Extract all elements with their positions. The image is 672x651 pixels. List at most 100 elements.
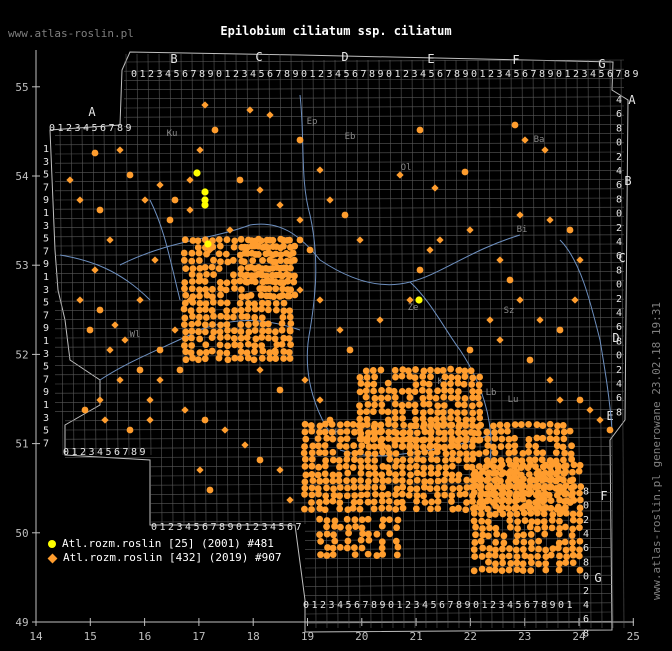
occurrence-dot [358,442,366,450]
occurrence-dot [286,307,293,315]
occurrence-dot [393,551,401,559]
occurrence-dot [486,511,494,519]
grid-digit-top: 1 [394,69,400,80]
occurrence-dot [560,435,568,443]
region-code: Wl [130,330,141,340]
occurrence-dot [477,482,485,490]
occurrence-dot [196,306,203,314]
occurrence-dot [491,449,499,457]
occurrence-dot [329,471,337,479]
occurrence-dot [182,265,190,273]
occurrence-dot [405,367,412,375]
grid-digit-top: 6 [182,69,188,80]
grid-digit-top: 4 [505,69,511,80]
grid-digit-right: 6 [583,614,589,625]
occurrence-dot [513,490,521,498]
occurrence-dot [503,421,511,429]
occurrence-dot [521,517,529,524]
occurrence-dot [520,538,528,546]
occurrence-dot [554,467,562,475]
occurrence-dot [363,415,371,423]
occurrence-dot [569,559,577,567]
grid-parallel [304,574,613,578]
occurrence-dot [463,463,471,471]
occurrence-dot [521,552,529,560]
occurrence-dot [258,354,266,362]
site-url[interactable]: www.atlas-roslin.pl [8,27,134,40]
occurrence-dot [427,478,434,485]
grid-digit-bottom-b: 8 [219,522,225,533]
occurrence-diamond [136,296,144,304]
grid-meridian [169,53,174,525]
occurrence-dot [469,437,477,445]
occurrence-dot [506,474,514,482]
occurrence-dot [336,492,344,500]
occurrence-dot [314,471,322,479]
grid-digit-bottom: 0 [388,600,394,611]
occurrence-dot [512,546,520,554]
grid-digit-top: 3 [496,69,502,80]
occurrence-dot [216,334,224,341]
grid-digit-bottom: 1 [566,600,572,611]
grid-digit-right: 0 [583,572,589,583]
occurrence-dot [384,444,392,452]
grid-parallel [54,271,625,274]
grid-meridian [576,59,581,629]
occurrence-dot [456,450,464,458]
occurrence-dot [237,334,245,342]
grid-digit-top: 2 [318,69,324,80]
occurrence-dot [576,461,584,469]
occurrence-dot [345,524,353,531]
occurrence-dot [358,544,366,552]
occurrence-dot [283,257,291,265]
occurrence-dot [575,467,583,475]
occurrence-dot [251,327,259,334]
occurrence-diamond [76,296,84,304]
occurrence-dot [263,272,270,280]
grid-digit-top: 5 [513,69,519,80]
grid-digit-a: 7 [108,123,114,134]
grid-digit-bottom-b: 5 [193,522,199,533]
grid-digit-top: 2 [233,69,239,80]
occurrence-dot [398,498,406,506]
occurrence-dot [454,379,462,387]
occurrence-dot [362,367,370,375]
grid-meridian [510,59,515,629]
occurrence-dot [441,444,448,452]
occurrence-dot [477,537,485,545]
occurrence-dot [471,539,479,546]
occurrence-dot [330,531,337,539]
grid-digit-bottom-b: 7 [295,522,301,533]
occurrence-dot [244,305,252,313]
occurrence-dot [378,471,386,479]
occurrence-dot [284,292,292,300]
grid-digit-right: 4 [583,529,589,540]
occurrence-dot [528,518,536,525]
occurrence-dot [428,498,436,506]
occurrence-dot [231,237,239,245]
occurrence-dot [344,469,352,477]
occurrence-dot [471,504,479,511]
occurrence-dot [485,496,493,504]
grid-digit-left: 1 [43,144,49,155]
occurrence-dot [413,485,421,493]
grid-digit-top: 4 [590,69,596,80]
occurrence-dot [519,546,527,553]
occurrence-dot [405,401,412,409]
occurrence-dot [478,517,486,525]
occurrence-dot [370,387,377,395]
occurrence-dot [351,456,358,463]
grid-digit-right: 4 [616,308,622,319]
occurrence-dot [413,455,421,463]
occurrence-dot [195,257,203,264]
occurrence-dot [180,305,188,313]
occurrence-dot [256,456,264,464]
occurrence-dot [180,256,188,264]
grid-digit-bottom: 2 [405,600,411,611]
occurrence-dot [425,400,433,408]
grid-digit-bottom-a: 6 [114,447,120,458]
occurrence-dot [472,523,479,531]
occurrence-dot [269,236,277,244]
occurrence-dot [237,265,245,273]
occurrence-dot [399,442,407,450]
